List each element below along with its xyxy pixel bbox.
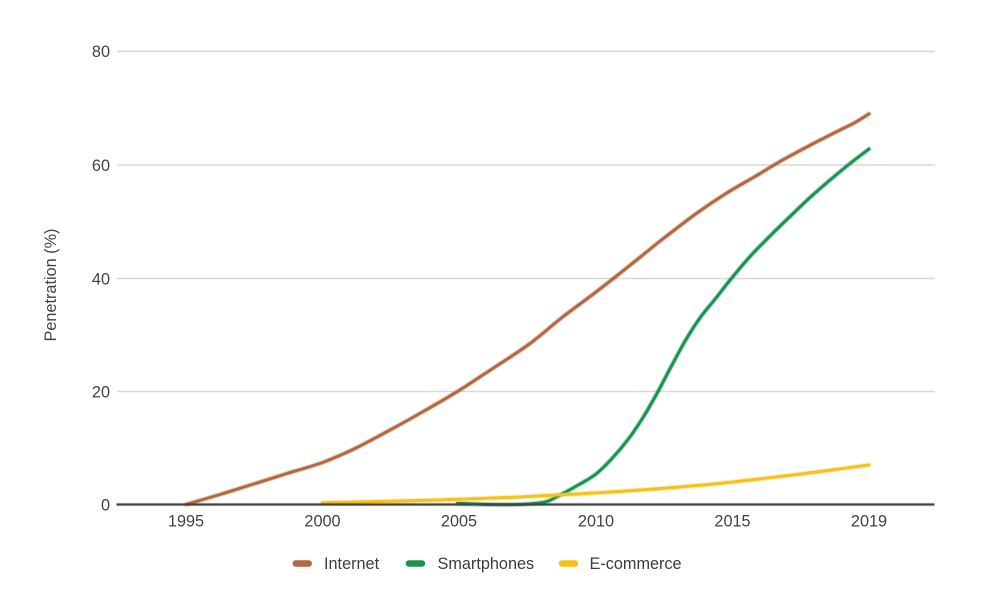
svg-text:40: 40 [92,270,110,288]
svg-text:1995: 1995 [168,512,204,530]
svg-text:Internet: Internet [324,555,380,573]
svg-text:2000: 2000 [304,512,340,530]
svg-text:2019: 2019 [851,512,887,530]
svg-text:Smartphones: Smartphones [438,555,535,573]
svg-text:80: 80 [92,43,110,61]
svg-text:0: 0 [101,496,110,514]
svg-text:20: 20 [92,383,110,401]
svg-text:Penetration (%): Penetration (%) [42,229,60,342]
svg-text:60: 60 [92,157,110,175]
svg-text:2010: 2010 [578,512,614,530]
svg-text:2015: 2015 [714,512,750,530]
svg-text:2005: 2005 [441,512,477,530]
svg-text:E-commerce: E-commerce [590,555,682,573]
